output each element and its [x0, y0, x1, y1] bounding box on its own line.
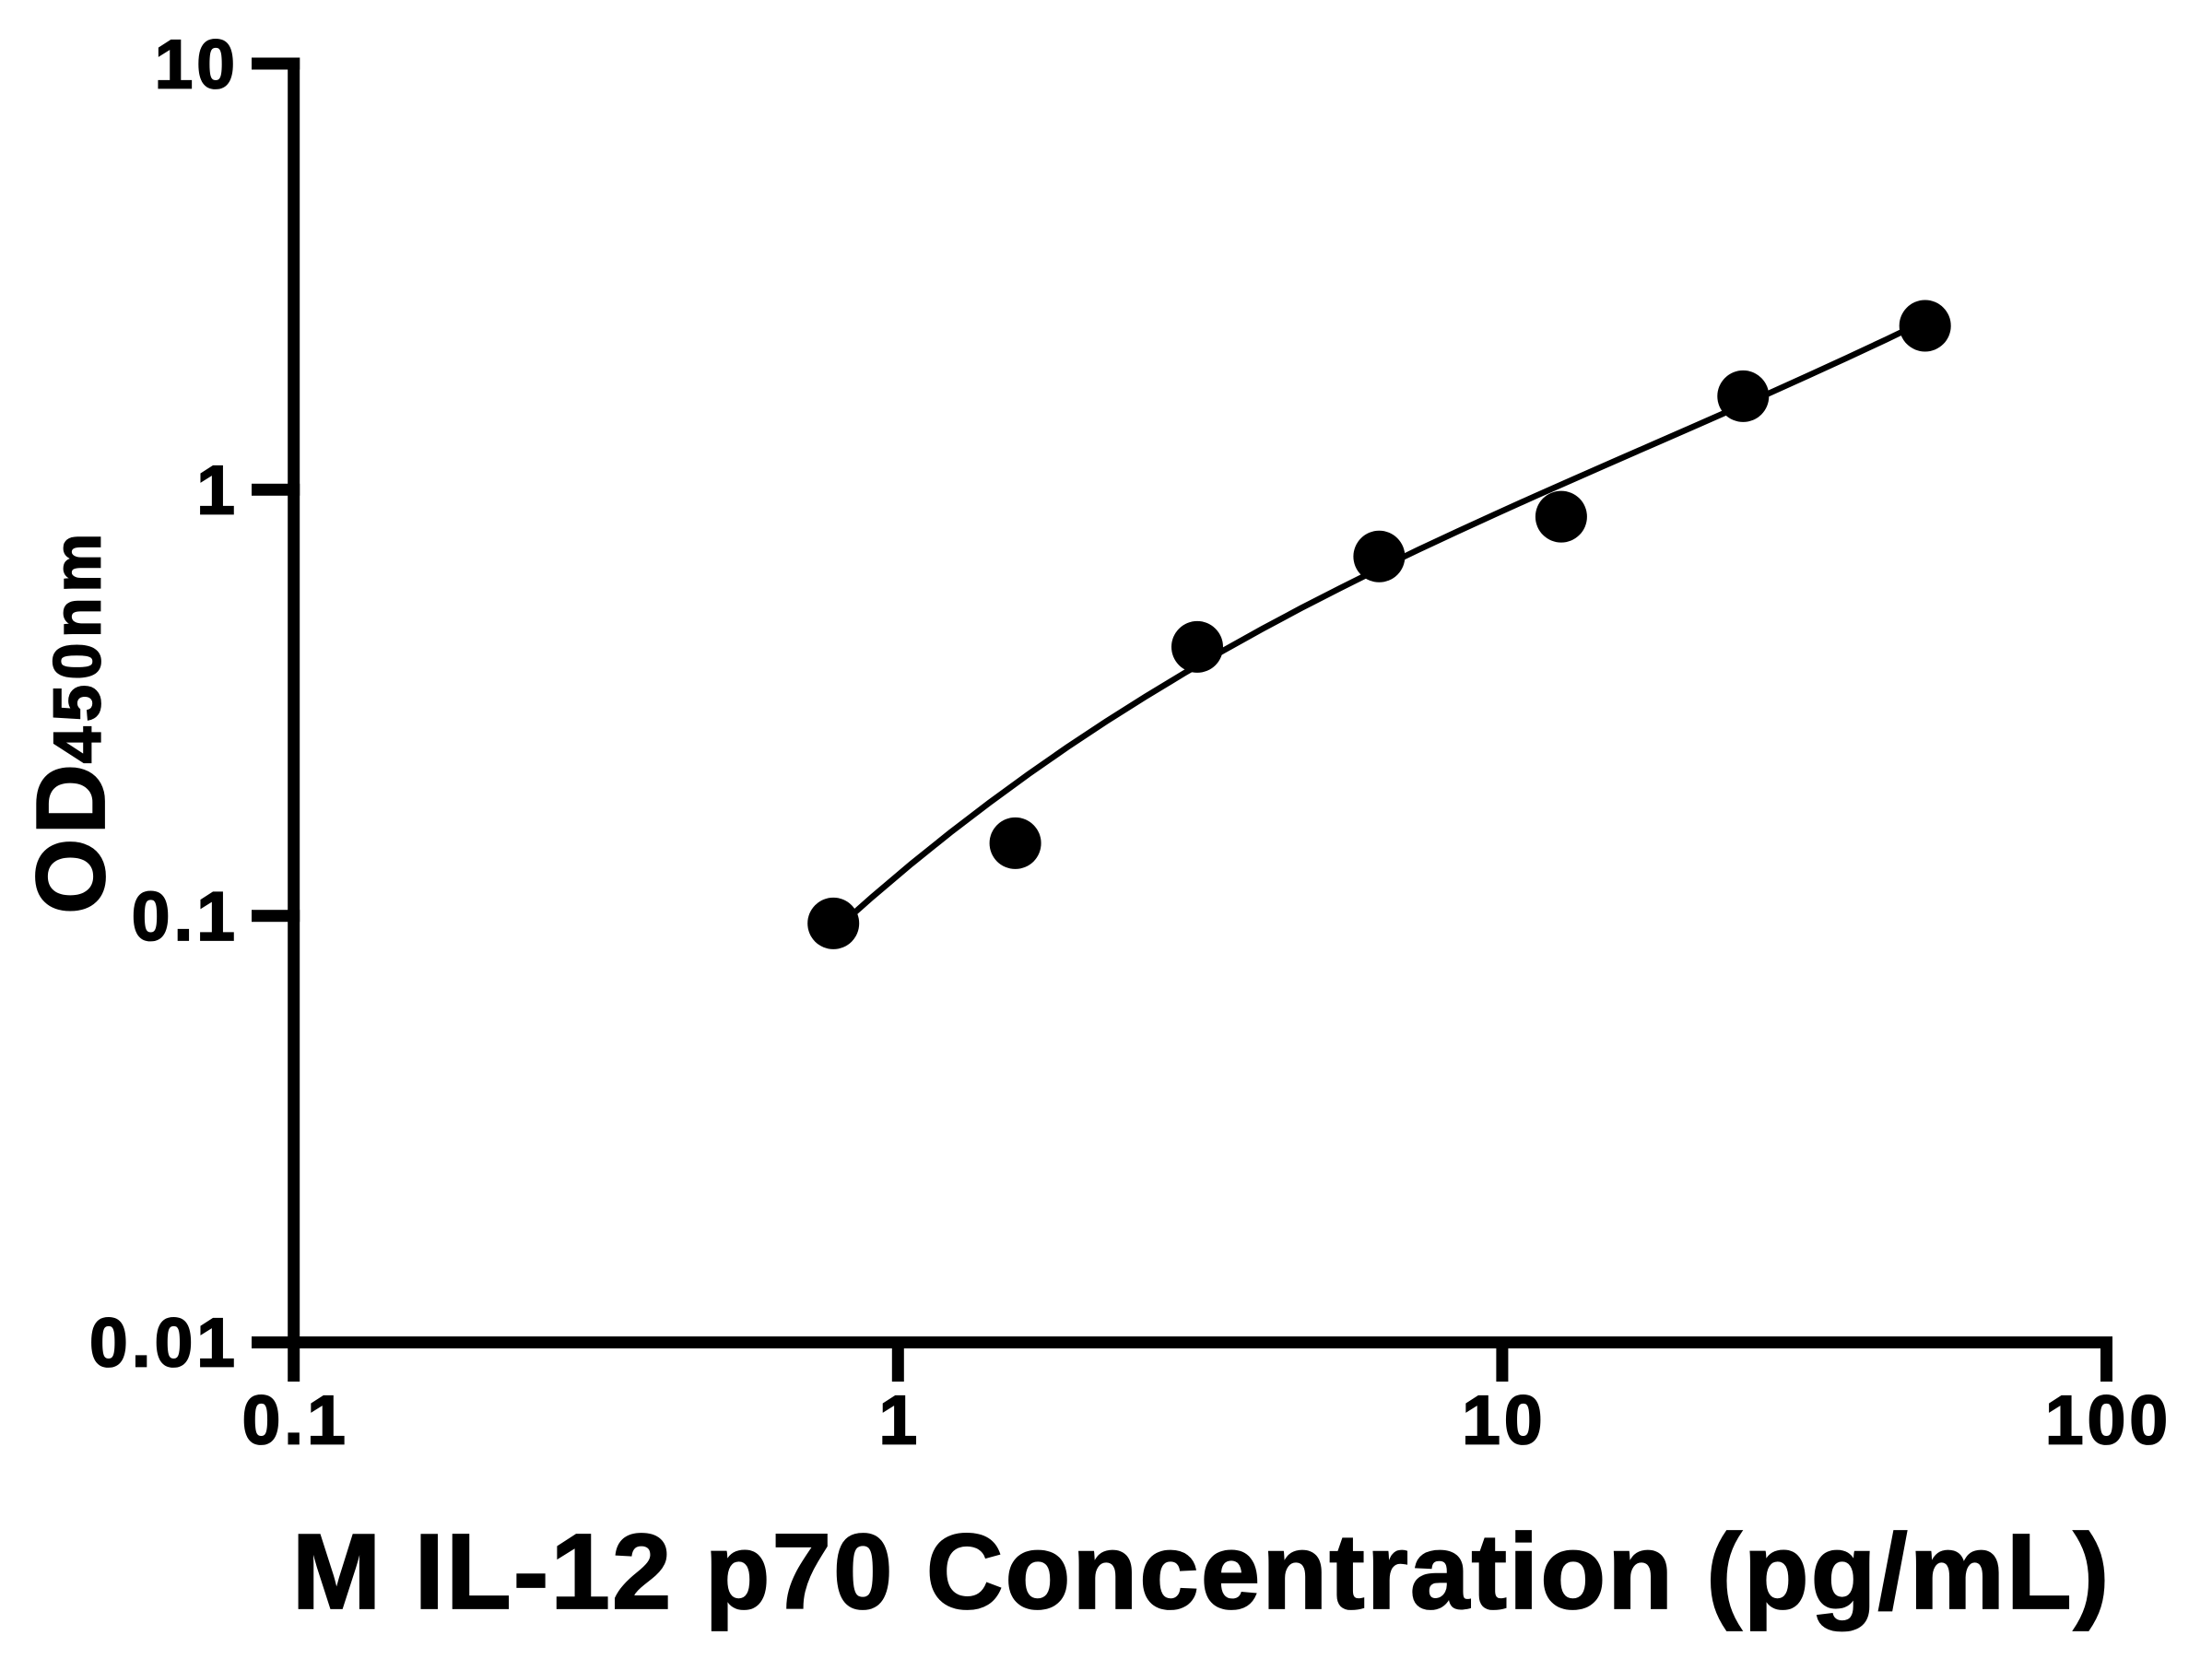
svg-text:0.1: 0.1	[132, 877, 239, 955]
svg-text:1: 1	[878, 1382, 921, 1459]
svg-text:100: 100	[2045, 1382, 2171, 1459]
svg-text:0.1: 0.1	[242, 1382, 349, 1459]
svg-text:10: 10	[1462, 1382, 1546, 1459]
svg-text:10: 10	[155, 25, 239, 102]
svg-text:0.01: 0.01	[89, 1303, 239, 1381]
svg-text:1: 1	[196, 452, 239, 529]
svg-text:OD450nm: OD450nm	[17, 528, 125, 914]
svg-text:M IL-12 p70 Concentration (pg/: M IL-12 p70 Concentration (pg/mL)	[292, 1512, 2112, 1631]
